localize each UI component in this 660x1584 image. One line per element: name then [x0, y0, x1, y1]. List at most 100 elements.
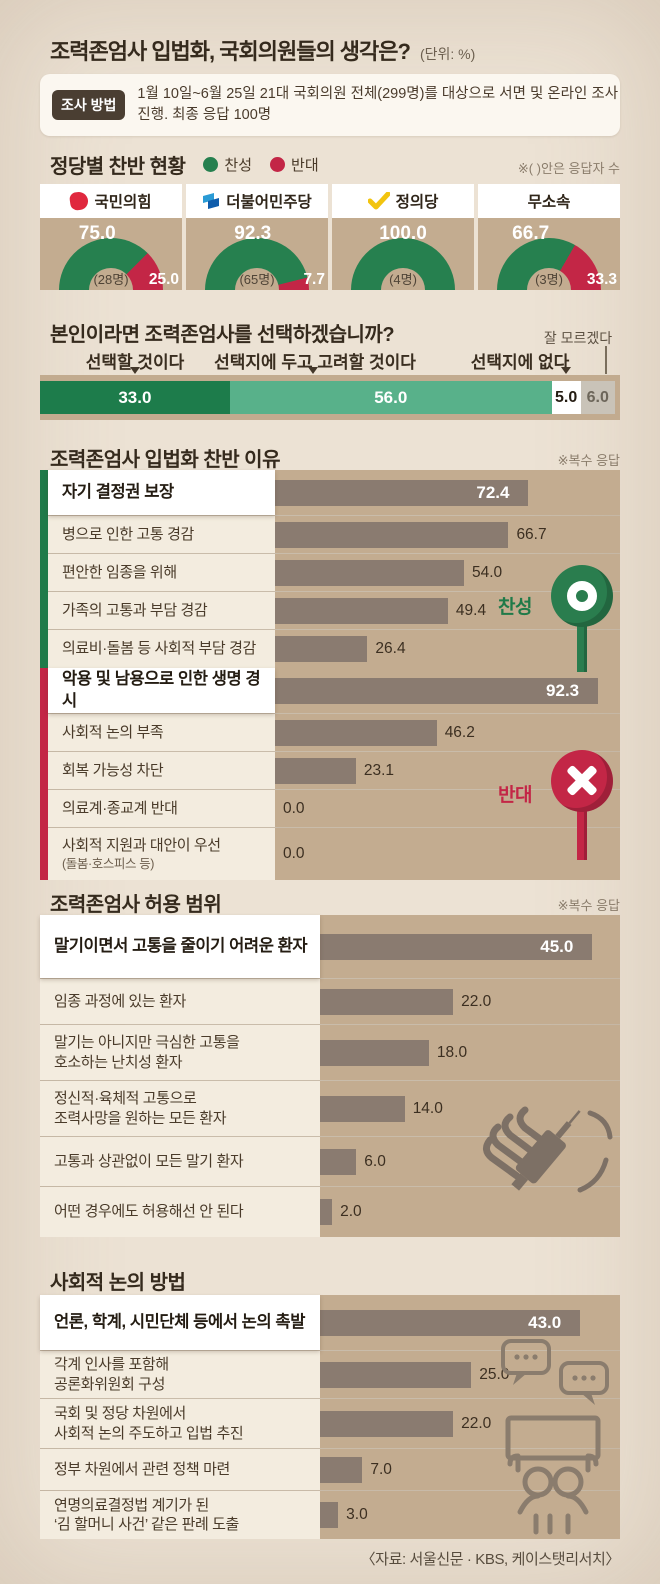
- row-label: 정신적·육체적 고통으로 조력사망을 원하는 모든 환자: [40, 1081, 320, 1136]
- ppp-logo-icon: [69, 190, 90, 212]
- row-label: 회복 가능성 차단: [48, 752, 275, 789]
- bar: [320, 1199, 333, 1225]
- pro-sign-label: 찬성: [498, 597, 532, 618]
- bar: [320, 933, 593, 960]
- reasons-pro-block: 자기 결정권 보장 72.4 병으로 인한 고통 경감 66.7 편안한 임종을 위해 5…: [40, 470, 620, 668]
- con-value: 33.3: [586, 271, 617, 288]
- bar-value: 0.0: [283, 799, 305, 817]
- bar: [275, 479, 529, 506]
- respondent-count: (4명): [389, 272, 417, 287]
- row-label-line: 공론화위원회 구성: [54, 1375, 165, 1393]
- bar-value: 0.0: [283, 845, 305, 862]
- bar-row: 언론, 학계, 시민단체 등에서 논의 촉발 43.0: [40, 1295, 620, 1351]
- party-section-note: ※( )안은 응답자 수: [517, 161, 620, 176]
- bar-value: 54.0: [472, 563, 503, 581]
- bar-value: 92.3: [546, 680, 580, 700]
- bar-row: 악용 및 남용으로 인한 생명 경시 92.3: [48, 668, 620, 714]
- bar: [320, 1410, 454, 1437]
- bar-row: 가족의 고통과 부담 경감 49.4: [48, 592, 620, 630]
- row-label: 의료계·종교계 반대: [48, 790, 275, 827]
- bar-row: 사회적 논의 부족 46.2: [48, 714, 620, 752]
- row-label-line: 어떤 경우에도 허용해선 안 된다: [54, 1203, 244, 1221]
- row-label-line: 의료비·돌봄 등 사회적 부담 경감: [62, 640, 256, 658]
- bar-row: 국회 및 정당 차원에서 사회적 논의 주도하고 입법 추진 22.0: [40, 1399, 620, 1449]
- row-label: 임종 과정에 있는 환자: [40, 979, 320, 1024]
- party-card-header: 정의당: [332, 184, 474, 218]
- bar-cell: 18.0: [320, 1025, 620, 1080]
- callout-not-option: 선택지에 없다: [470, 353, 570, 372]
- stacked-segment: 56.0: [229, 381, 552, 414]
- bar-row: 편안한 임종을 위해 54.0: [48, 554, 620, 592]
- self-choice-stacked-bar: 33.0 56.0 5.0 6.0: [40, 375, 620, 420]
- bar: [320, 1095, 405, 1122]
- party-half-donut-chart: 75.0 25.0 (28명): [40, 218, 182, 290]
- bar-rows: 말기이면서 고통을 줄이기 어려운 환자 45.0 임종 과정에 있는 환자 22.0…: [40, 915, 620, 1237]
- people-banner-icon: [505, 1415, 601, 1535]
- bar-row: 자기 결정권 보장 72.4: [48, 470, 620, 516]
- row-label: 가족의 고통과 부담 경감: [48, 592, 275, 629]
- stacked-segment: 33.0: [40, 381, 230, 414]
- unit-note: (단위: %): [419, 46, 476, 62]
- discussion-block: 언론, 학계, 시민단체 등에서 논의 촉발 43.0 각계 인사를 포함해 공론화위…: [40, 1295, 620, 1539]
- party-card: 더불어민주당 92.3 7.7 (65명): [186, 184, 328, 290]
- pro-value: 66.7: [512, 223, 550, 244]
- respondent-count: (65명): [239, 272, 275, 287]
- survey-method-text: 1월 10일~6월 25일 21대 국회의원 전체(299명)를 대상으로 서면…: [137, 84, 618, 126]
- bar-value: 3.0: [346, 1506, 368, 1523]
- bar-cell: 43.0: [320, 1295, 620, 1350]
- justice-check-icon: [367, 192, 390, 210]
- bar-row: 어떤 경우에도 허용해선 안 된다 2.0: [40, 1187, 620, 1237]
- bar-cell: 45.0: [320, 915, 620, 978]
- bar-cell: 25.0: [320, 1351, 620, 1398]
- party-card-header: 무소속: [478, 184, 620, 218]
- party-card: 무소속 66.7 33.3 (3명): [478, 184, 620, 290]
- bar: [275, 597, 448, 624]
- survey-method-box: 조사 방법 1월 10일~6월 25일 21대 국회의원 전체(299명)를 대…: [40, 74, 620, 136]
- survey-method-line1: 1월 10일~6월 25일 21대 국회의원 전체(299명)를 대상으로 서면…: [137, 85, 619, 102]
- bar-value: 49.4: [455, 601, 487, 619]
- row-label-line: 편안한 임종을 위해: [62, 563, 177, 581]
- bar-row: 의료계·종교계 반대 0.0: [48, 790, 620, 828]
- callout-dont-know-line: [605, 346, 607, 374]
- row-label: 병으로 인한 고통 경감: [48, 516, 275, 553]
- bar: [275, 636, 368, 662]
- row-label: 사회적 지원과 대안이 우선 (돌봄·호스피스 등): [48, 828, 275, 880]
- party-half-donut-chart: 100.0 (4명): [332, 218, 474, 290]
- source-credit: 〈자료: 서울신문 · KBS, 케이스탯리서치〉: [360, 1551, 621, 1568]
- bar: [320, 1502, 339, 1528]
- bar-row: 정신적·육체적 고통으로 조력사망을 원하는 모든 환자 14.0: [40, 1081, 620, 1137]
- row-label-line: 말기는 아니지만 극심한 고통을: [54, 1034, 240, 1051]
- bar: [320, 1148, 357, 1175]
- bar-row: 말기이면서 고통을 줄이기 어려운 환자 45.0: [40, 915, 620, 979]
- half-donut-icon: [497, 238, 601, 290]
- bar: [320, 1309, 581, 1336]
- speech-bubbles-icon: [501, 1339, 609, 1405]
- bar-row: 병으로 인한 고통 경감 66.7: [48, 516, 620, 554]
- half-donut-icon: [59, 238, 163, 290]
- row-label: 국회 및 정당 차원에서 사회적 논의 주도하고 입법 추진: [40, 1399, 320, 1448]
- row-label-line: 연명의료결정법 계기가 된: [54, 1496, 209, 1514]
- bar-value: 18.0: [436, 1043, 468, 1061]
- callout-consider-pointer: [308, 367, 318, 374]
- bar-value: 2.0: [340, 1203, 362, 1220]
- row-label-line: 사회적 지원과 대안이 우선: [62, 837, 221, 855]
- row-label: 연명의료결정법 계기가 된 ‘김 할머니 사건’ 같은 판례 도출: [40, 1491, 320, 1539]
- party-card-header: 국민의힘: [40, 184, 182, 218]
- row-label-line: 사회적 논의 부족: [62, 723, 164, 741]
- row-label-line: 조력사망을 원하는 모든 환자: [54, 1109, 227, 1127]
- row-label: 고통과 상관없이 모든 말기 환자: [40, 1137, 320, 1186]
- row-label-line: 회복 가능성 차단: [62, 761, 164, 779]
- row-label: 언론, 학계, 시민단체 등에서 논의 촉발: [40, 1295, 320, 1350]
- party-name: 정의당: [395, 194, 439, 211]
- bar: [320, 1456, 363, 1483]
- bar-cell: 22.0: [320, 979, 620, 1024]
- bar-cell: 0.0: [275, 828, 620, 880]
- scope-note: ※복수 응답: [557, 898, 620, 913]
- bar: [320, 1361, 472, 1388]
- pro-legend-dot-icon: [203, 157, 219, 172]
- bar: [275, 677, 599, 704]
- row-label-line: 호소하는 난치성 환자: [54, 1053, 183, 1071]
- party-half-donut-chart: 66.7 33.3 (3명): [478, 218, 620, 290]
- row-label-sub: (돌봄·호스피스 등): [62, 856, 155, 871]
- bar: [320, 1039, 429, 1066]
